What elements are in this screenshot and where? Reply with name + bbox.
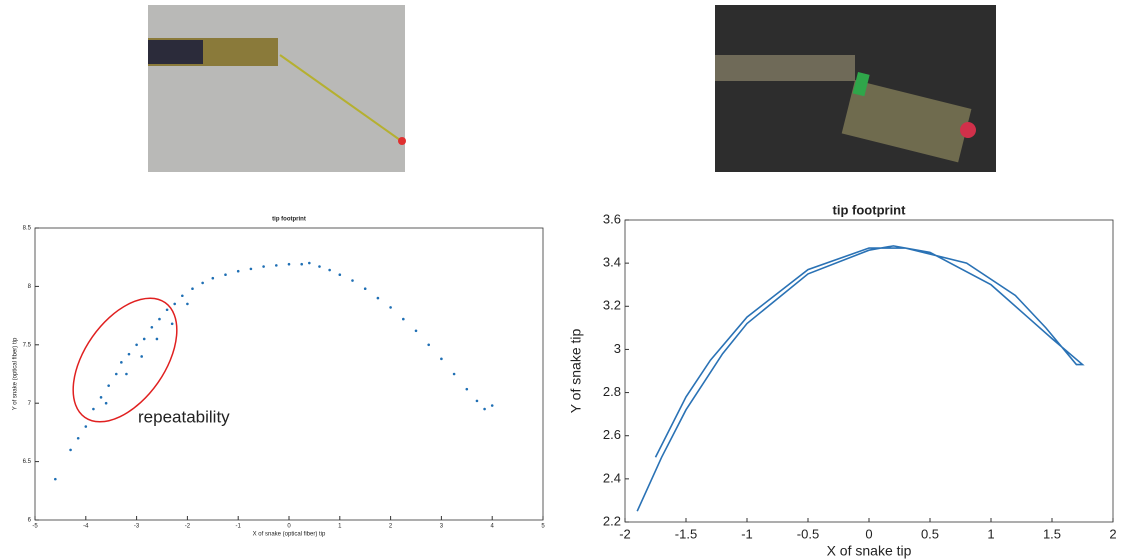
x-tick-label: -3 — [134, 524, 140, 530]
x-tick-label: 5 — [541, 524, 545, 530]
scatter-point — [99, 396, 103, 399]
scatter-point — [402, 317, 405, 321]
y-tick-label: 2.6 — [603, 427, 621, 442]
scatter-point — [181, 294, 184, 298]
scatter-point — [142, 337, 146, 341]
scatter-point — [201, 281, 204, 285]
y-tick-label: 2.8 — [603, 384, 621, 399]
y-tick-label: 8 — [28, 284, 32, 290]
y-tick-label: 6.5 — [23, 459, 32, 465]
scatter-point — [76, 436, 80, 440]
y-tick-label: 3.6 — [603, 211, 621, 226]
annotation: repeatability — [138, 407, 230, 426]
scatter-point — [389, 306, 392, 309]
x-tick-label: 2 — [1109, 526, 1116, 541]
scatter-point — [475, 399, 479, 403]
scatter-point — [351, 279, 354, 282]
y-tick-label: 6 — [28, 518, 32, 524]
scatter-point — [275, 264, 278, 267]
x-axis-label: X of snake tip — [827, 543, 912, 559]
y-tick-label: 3 — [614, 341, 621, 356]
scatter-point — [465, 387, 469, 391]
scatter-point — [173, 302, 176, 306]
photo-fiber — [148, 5, 406, 172]
y-tick-label: 2.2 — [603, 513, 621, 528]
scatter-point — [114, 372, 118, 376]
x-tick-label: 2 — [389, 524, 393, 530]
highlight-ellipse — [72, 297, 178, 423]
scatter-point — [127, 352, 131, 356]
scatter-point — [158, 317, 161, 321]
scatter-point — [236, 269, 240, 273]
line-series — [636, 245, 1085, 512]
scatter-point — [452, 372, 456, 376]
y-tick-label: 8.5 — [23, 226, 32, 232]
y-tick-label: 7.5 — [23, 342, 32, 348]
x-tick-label: -2 — [619, 526, 631, 541]
y-tick-label: 7 — [28, 401, 32, 407]
scatter-point — [262, 265, 265, 268]
scatter-point — [211, 276, 215, 280]
x-tick-label: -1.5 — [675, 526, 697, 541]
x-tick-label: -1 — [236, 524, 242, 530]
x-tick-label: 0 — [287, 524, 291, 530]
y-axis-label: Y of snake (optical fiber) tip — [13, 337, 19, 410]
scatter-point — [120, 361, 123, 364]
x-tick-label: -1 — [741, 526, 753, 541]
y-axis-label: Y of snake tip — [568, 329, 584, 414]
scatter-point — [69, 448, 72, 452]
scatter-point — [150, 325, 154, 329]
scatter-point — [191, 287, 194, 291]
scatter-point — [54, 477, 57, 481]
scatter-point — [287, 262, 291, 266]
scatter-point — [363, 287, 367, 291]
x-tick-label: 0.5 — [921, 526, 939, 541]
plot-frame — [34, 227, 544, 521]
scatter-point — [414, 329, 418, 333]
scatter-point — [308, 261, 311, 265]
scatter-point — [135, 343, 138, 347]
x-tick-label: -5 — [32, 524, 38, 530]
x-tick-label: -4 — [83, 524, 89, 530]
scatter-point — [224, 273, 227, 277]
scatter-point — [483, 407, 486, 411]
chart-title: tip footprint — [272, 217, 306, 223]
chart-title: tip footprint — [833, 202, 907, 217]
y-tick-label: 2.4 — [603, 470, 621, 485]
scatter-point — [140, 355, 143, 358]
scatter-point — [155, 337, 159, 341]
scatter-point — [104, 401, 108, 405]
x-tick-label: 4 — [491, 524, 495, 530]
scatter-point — [165, 308, 169, 312]
scatter-point — [84, 425, 88, 428]
x-tick-label: -2 — [185, 524, 191, 530]
scatter-point — [186, 302, 189, 306]
x-axis-label: X of snake (optical fiber) tip — [253, 531, 326, 537]
scatter-point — [125, 372, 128, 376]
scatter-point — [107, 384, 110, 387]
x-tick-label: 3 — [440, 524, 444, 530]
scatter-point — [338, 273, 342, 277]
x-tick-label: 0 — [865, 526, 872, 541]
x-tick-label: 1 — [338, 524, 342, 530]
scatter-point — [318, 265, 321, 268]
x-tick-label: -0.5 — [797, 526, 819, 541]
scatter-point — [376, 296, 380, 300]
scatter-point — [427, 343, 431, 347]
photo-snake — [715, 5, 996, 172]
scatter-point — [300, 262, 304, 266]
scatter-point — [328, 268, 331, 272]
y-tick-label: 3.2 — [603, 298, 621, 313]
scatter-point — [170, 322, 174, 326]
scatter-point — [249, 267, 253, 271]
x-tick-label: 1.5 — [1043, 526, 1061, 541]
x-tick-label: 1 — [987, 526, 994, 541]
scatter-point — [440, 357, 443, 361]
scatter-point — [490, 404, 494, 407]
plot-frame — [624, 219, 1114, 523]
y-tick-label: 3.4 — [603, 255, 621, 270]
scatter-point — [92, 407, 95, 411]
